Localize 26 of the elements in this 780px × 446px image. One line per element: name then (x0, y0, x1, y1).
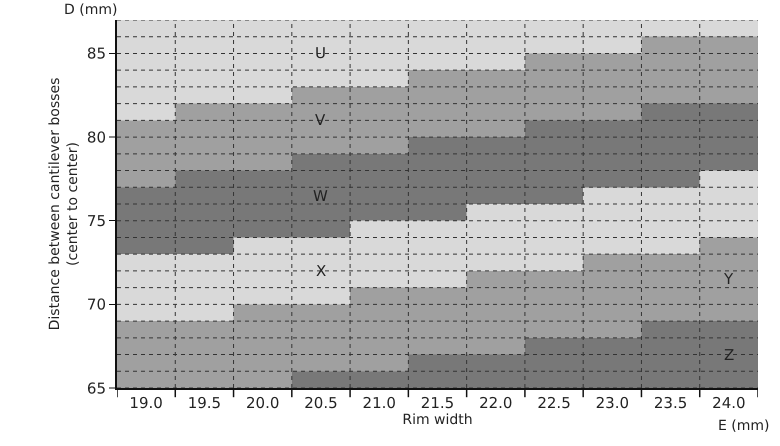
y-tick-label: 70 (86, 296, 106, 314)
y-tick-label: 80 (86, 128, 106, 146)
series-label: V (315, 111, 326, 129)
y-axis-title: Distance between cantilever bosses (center to center) (46, 78, 82, 330)
series-label: Z (724, 346, 734, 364)
y-tick-label: 75 (86, 212, 106, 230)
x-tick-label: 20.5 (304, 394, 338, 412)
x-tick-label: 23.0 (596, 394, 630, 412)
series-label: Y (723, 270, 734, 288)
x-tick-label: 20.0 (246, 394, 280, 412)
text: D (mm) (64, 2, 118, 18)
y-tick-label: 85 (86, 44, 106, 63)
x-axis-title: Rim width (402, 412, 473, 428)
x-tick-label: 22.0 (479, 394, 512, 412)
y-tick-label: 65 (86, 379, 106, 398)
x-tick-label: 22.5 (537, 394, 571, 412)
x-tick-label: 21.5 (420, 394, 454, 412)
series-label: W (313, 187, 328, 205)
x-tick-label: 23.5 (654, 394, 688, 412)
x-tick-label: 21.0 (362, 394, 396, 412)
series-label: U (315, 44, 326, 62)
series-label: X (316, 262, 326, 280)
x-tick-label: 19.5 (188, 394, 222, 412)
text: E (mm) (718, 418, 770, 434)
x-tick-label: 19.0 (129, 394, 163, 412)
x-tick-label: 24.0 (712, 394, 746, 412)
